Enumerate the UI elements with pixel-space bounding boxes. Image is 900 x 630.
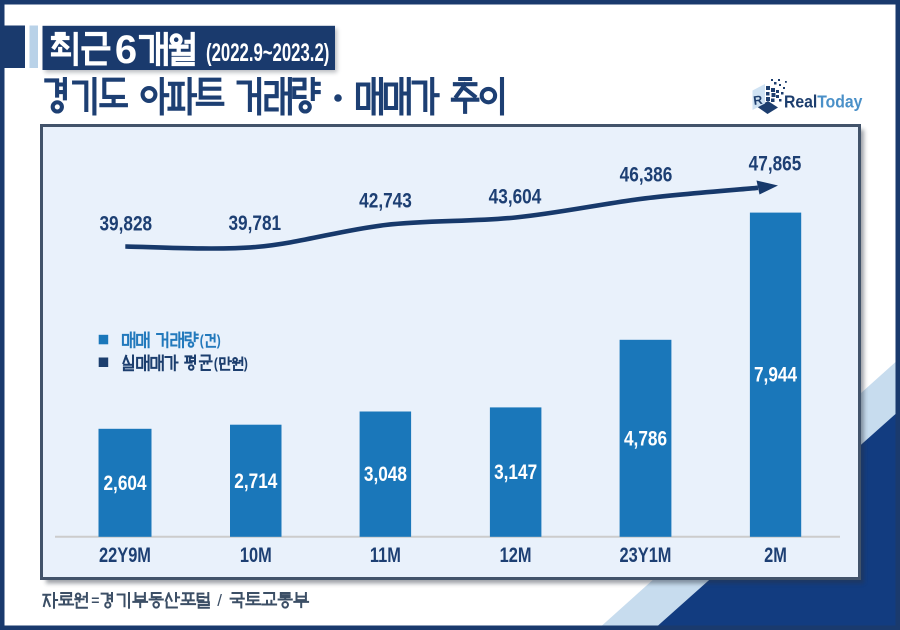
svg-text:3,147: 3,147 <box>494 462 537 485</box>
svg-text:23Y1M: 23Y1M <box>620 543 672 566</box>
svg-text:2,604: 2,604 <box>103 472 146 495</box>
svg-text:2,714: 2,714 <box>234 470 277 493</box>
svg-text:7,944: 7,944 <box>754 364 797 387</box>
svg-text:): ) <box>217 332 221 349</box>
svg-text:4,786: 4,786 <box>624 428 667 451</box>
svg-text:): ) <box>244 355 248 372</box>
svg-text:=: = <box>91 592 99 608</box>
svg-text:12M: 12M <box>500 543 532 566</box>
svg-text:3,048: 3,048 <box>364 464 407 487</box>
svg-text:(: ( <box>214 355 218 372</box>
svg-text:(: ( <box>200 332 204 349</box>
svg-text:39,781: 39,781 <box>228 212 281 235</box>
svg-text:10M: 10M <box>240 543 272 566</box>
svg-text:6: 6 <box>115 28 137 72</box>
svg-text:43,604: 43,604 <box>489 186 542 209</box>
svg-text:11M: 11M <box>370 543 401 566</box>
svg-text:RealToday: RealToday <box>784 92 863 112</box>
svg-text:R: R <box>752 93 763 108</box>
svg-text:47,865: 47,865 <box>749 153 802 176</box>
svg-text:42,743: 42,743 <box>359 190 412 213</box>
svg-text:22Y9M: 22Y9M <box>99 543 151 566</box>
svg-text:46,386: 46,386 <box>620 164 673 187</box>
svg-text:39,828: 39,828 <box>99 213 152 236</box>
svg-text:2M: 2M <box>764 543 787 566</box>
svg-text:/: / <box>217 591 222 610</box>
svg-text:(2022.9~2023.2): (2022.9~2023.2) <box>206 39 329 67</box>
